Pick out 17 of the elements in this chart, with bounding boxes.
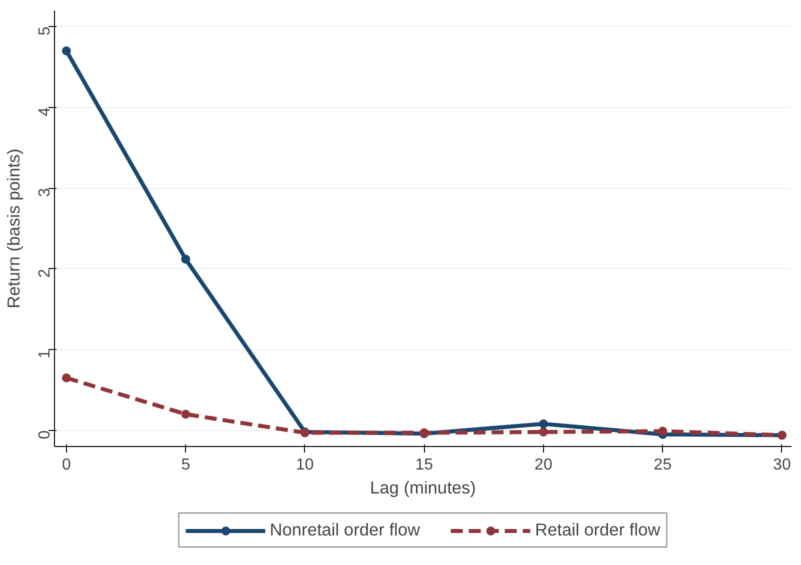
x-tick-label: 5 xyxy=(181,456,190,474)
y-tick-label: 5 xyxy=(36,26,54,36)
y-tick-label: 3 xyxy=(36,188,54,198)
legend-label: Retail order flow xyxy=(535,520,660,540)
y-axis-title: Return (basis points) xyxy=(4,148,24,308)
y-tick-label: 0 xyxy=(36,430,54,440)
legend-label: Nonretail order flow xyxy=(270,520,420,540)
x-tick-label: 15 xyxy=(415,456,434,474)
y-tick-label: 2 xyxy=(36,268,54,278)
x-axis-title: Lag (minutes) xyxy=(370,478,476,498)
x-tick-label: 25 xyxy=(654,456,672,474)
x-tick-label: 30 xyxy=(773,456,791,474)
y-tick-label: 1 xyxy=(36,350,54,359)
x-tick-label: 20 xyxy=(534,456,552,474)
x-tick-label: 0 xyxy=(62,456,71,474)
x-tick-label: 10 xyxy=(296,456,314,474)
y-tick-label: 4 xyxy=(36,107,54,116)
